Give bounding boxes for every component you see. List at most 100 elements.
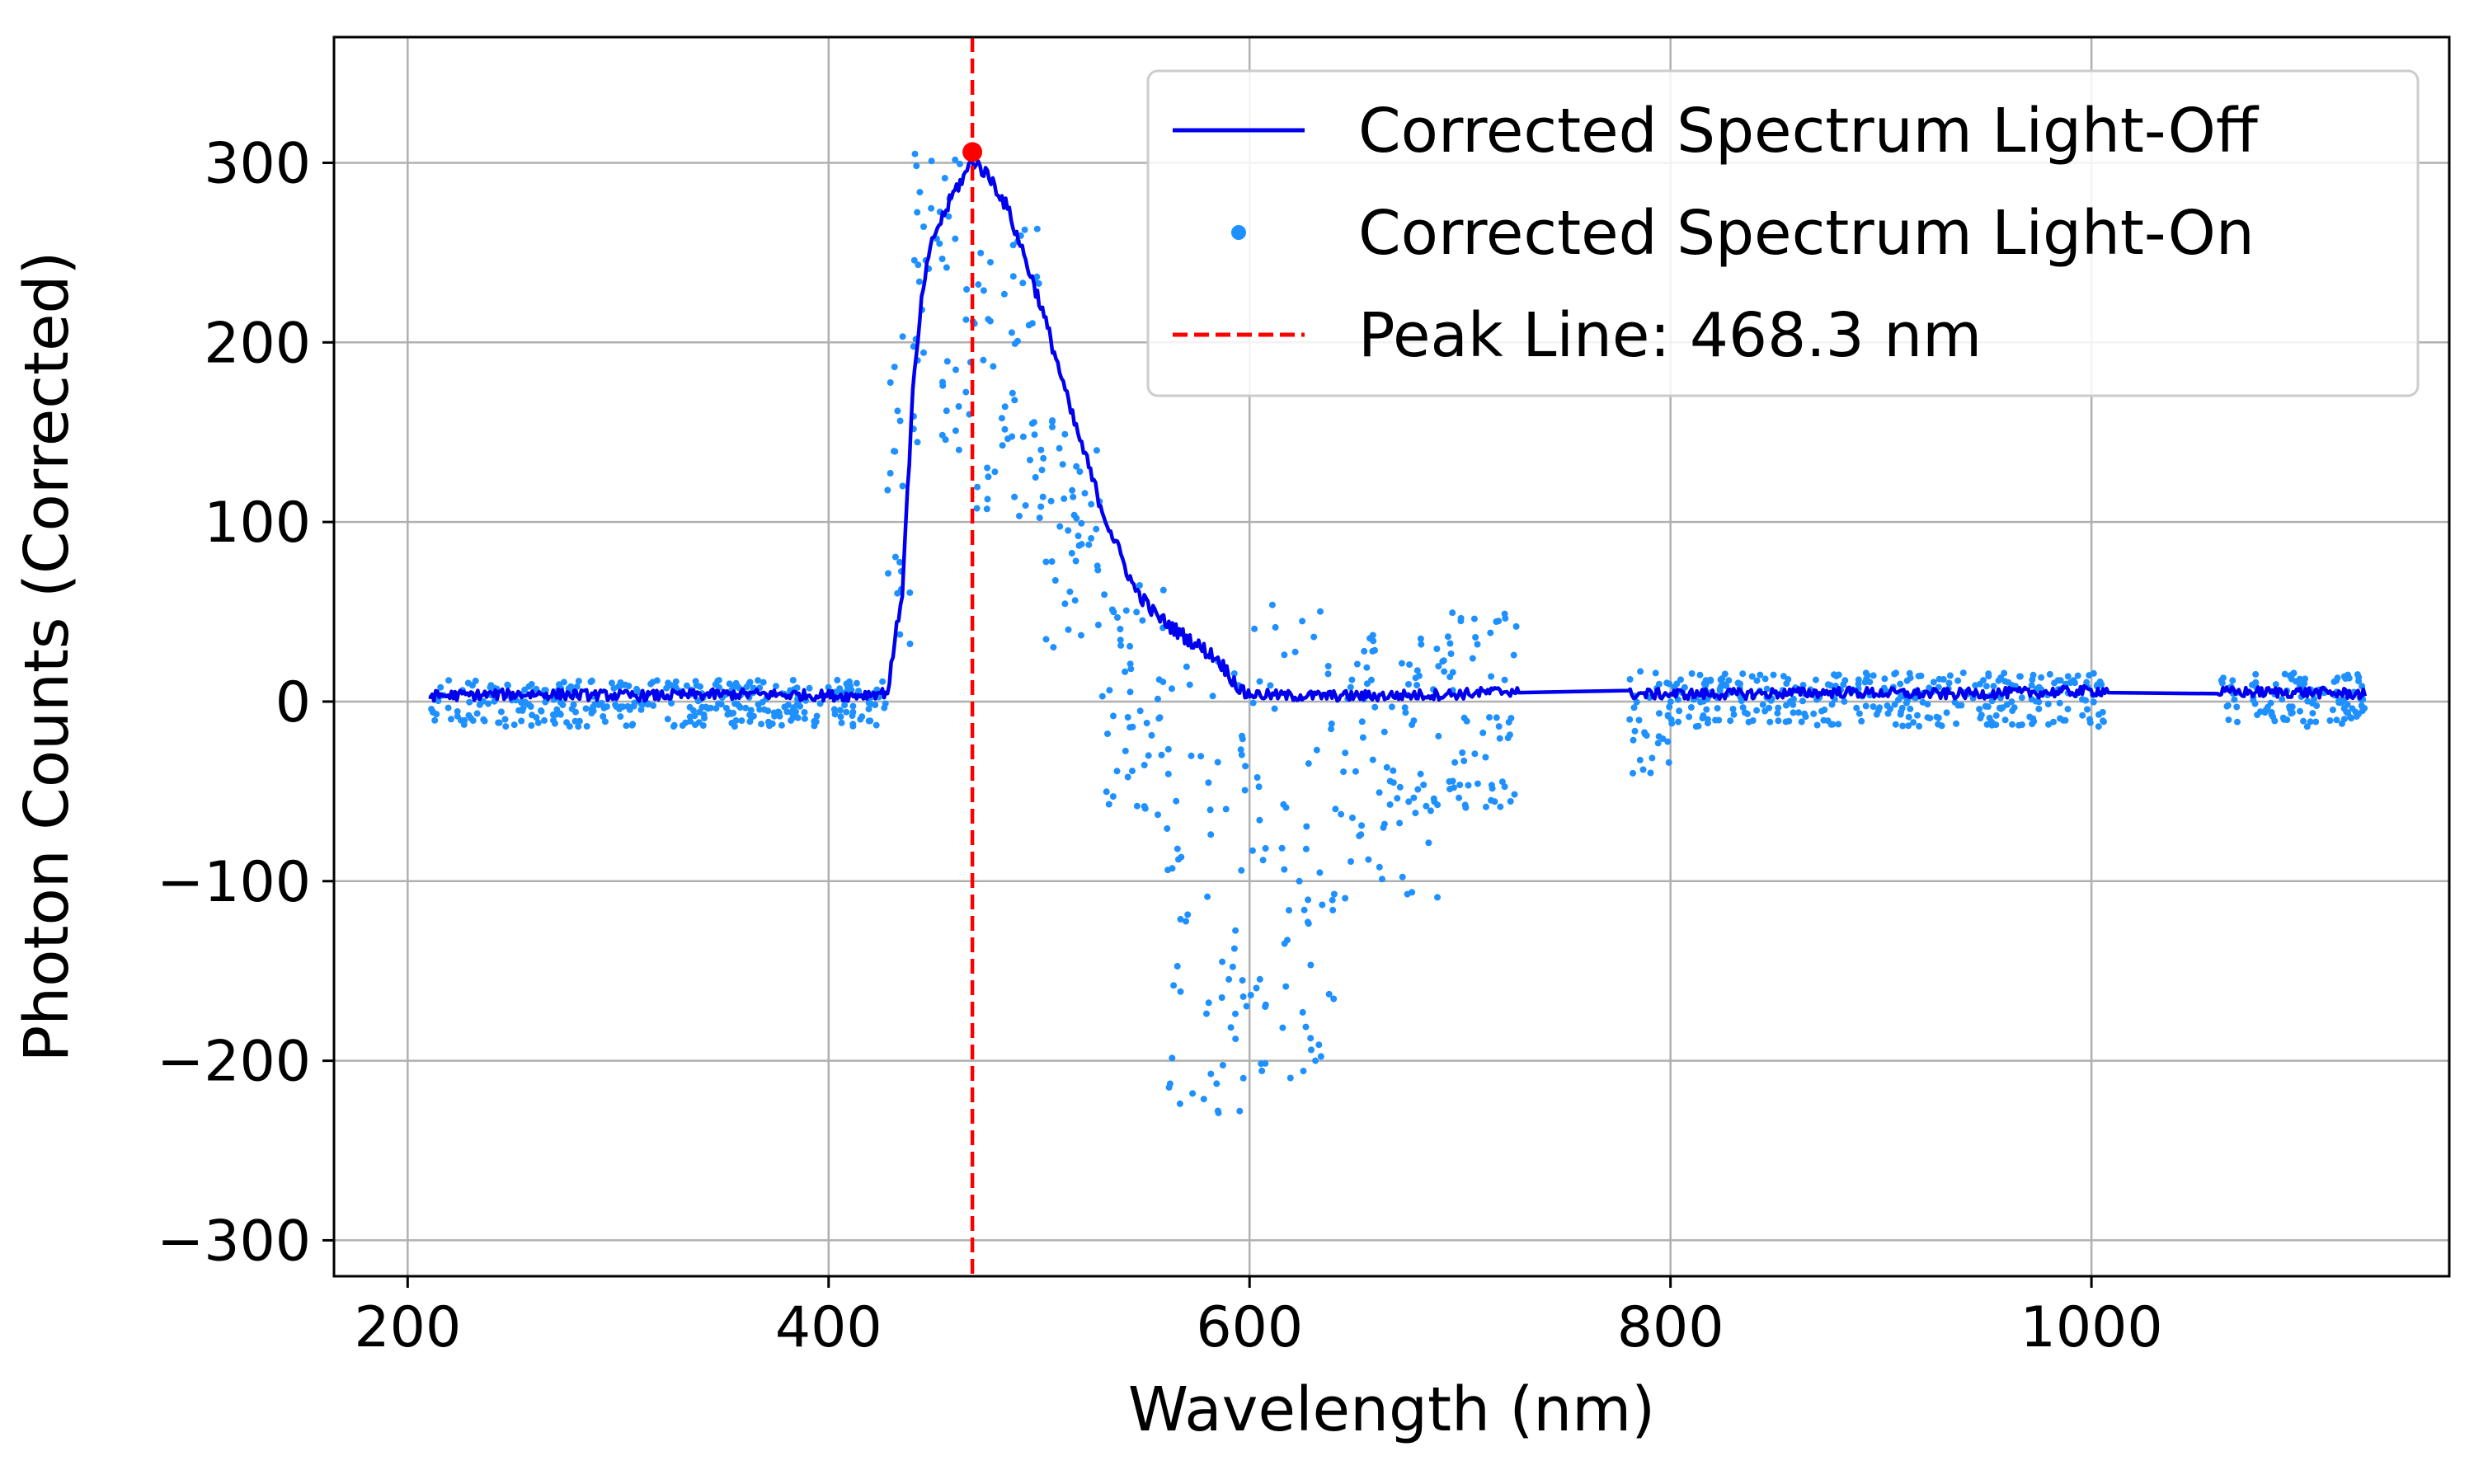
scatter-point bbox=[865, 717, 872, 725]
scatter-point bbox=[556, 681, 562, 688]
scatter-point bbox=[588, 710, 595, 716]
scatter-point bbox=[557, 711, 564, 718]
scatter-point bbox=[1230, 945, 1238, 952]
scatter-point bbox=[1282, 983, 1290, 990]
scatter-point bbox=[1413, 682, 1421, 688]
scatter-point bbox=[2220, 674, 2227, 682]
scatter-point bbox=[2233, 703, 2241, 711]
scatter-point bbox=[1766, 718, 1774, 726]
scatter-point bbox=[1070, 511, 1078, 519]
scatter-point bbox=[746, 679, 754, 686]
scatter-point bbox=[952, 235, 959, 242]
scatter-point bbox=[891, 364, 898, 371]
scatter-point bbox=[1801, 710, 1808, 717]
scatter-point bbox=[788, 716, 795, 724]
scatter-point bbox=[2358, 702, 2365, 709]
scatter-point bbox=[1177, 916, 1184, 923]
scatter-point bbox=[468, 715, 474, 722]
scatter-point bbox=[1200, 1096, 1207, 1103]
scatter-point bbox=[1881, 675, 1888, 683]
scatter-point bbox=[879, 678, 887, 685]
scatter-point bbox=[1652, 669, 1659, 677]
scatter-point bbox=[1325, 990, 1333, 998]
scatter-point bbox=[1696, 671, 1704, 679]
scatter-point bbox=[1369, 632, 1376, 639]
scatter-point bbox=[448, 716, 454, 723]
scatter-point bbox=[991, 468, 999, 476]
scatter-point bbox=[2056, 699, 2063, 707]
scatter-point bbox=[1358, 822, 1366, 829]
scatter-point bbox=[1488, 796, 1495, 804]
scatter-point bbox=[1905, 713, 1912, 721]
scatter-point bbox=[1076, 468, 1084, 476]
scatter-point bbox=[1088, 500, 1095, 508]
scatter-point bbox=[2225, 716, 2232, 724]
scatter-point bbox=[1031, 431, 1038, 439]
scatter-point bbox=[1487, 629, 1494, 636]
scatter-point bbox=[1631, 727, 1639, 735]
scatter-point bbox=[1143, 720, 1150, 726]
scatter-point bbox=[1383, 763, 1390, 771]
scatter-point bbox=[570, 701, 577, 708]
scatter-point bbox=[1907, 674, 1914, 682]
scatter-point bbox=[1319, 901, 1326, 909]
scatter-point bbox=[1174, 963, 1181, 970]
scatter-point bbox=[1009, 389, 1016, 397]
scatter-point bbox=[1799, 697, 1806, 705]
scatter-point bbox=[664, 716, 671, 723]
scatter-point bbox=[1363, 680, 1371, 688]
scatter-point bbox=[1945, 679, 1953, 687]
scatter-point bbox=[1213, 1080, 1221, 1087]
scatter-point bbox=[1184, 911, 1192, 918]
scatter-point bbox=[830, 706, 838, 713]
scatter-point bbox=[1239, 1074, 1247, 1082]
scatter-point bbox=[1313, 746, 1320, 754]
scatter-point bbox=[1394, 795, 1401, 802]
scatter-point bbox=[1183, 918, 1189, 925]
y-tick-label: 300 bbox=[204, 131, 311, 196]
scatter-point bbox=[2060, 716, 2067, 724]
scatter-point bbox=[758, 721, 765, 728]
scatter-point bbox=[974, 483, 981, 491]
scatter-point bbox=[1307, 961, 1315, 969]
scatter-point bbox=[896, 631, 904, 638]
scatter-point bbox=[872, 721, 880, 729]
scatter-point bbox=[1170, 982, 1178, 989]
scatter-point bbox=[1205, 779, 1212, 787]
scatter-point bbox=[743, 683, 750, 691]
scatter-point bbox=[1435, 732, 1442, 740]
scatter-point bbox=[1126, 660, 1134, 668]
scatter-point bbox=[1413, 667, 1421, 674]
scatter-point bbox=[1456, 794, 1463, 801]
scatter-point bbox=[1009, 433, 1016, 440]
scatter-point bbox=[2272, 681, 2279, 688]
scatter-point bbox=[881, 704, 888, 711]
scatter-point bbox=[1071, 597, 1079, 604]
scatter-point bbox=[1449, 669, 1456, 676]
scatter-point bbox=[1315, 1041, 1323, 1049]
scatter-point bbox=[975, 281, 982, 289]
scatter-point bbox=[2009, 707, 2016, 715]
scatter-point bbox=[587, 679, 595, 685]
scatter-point bbox=[1858, 717, 1865, 725]
scatter-point bbox=[583, 723, 590, 730]
scatter-point bbox=[769, 720, 776, 727]
scatter-point bbox=[1008, 329, 1015, 336]
scatter-point bbox=[2355, 674, 2363, 681]
scatter-point bbox=[1795, 709, 1802, 716]
scatter-point bbox=[1133, 802, 1141, 810]
scatter-point bbox=[1308, 1046, 1315, 1054]
scatter-point bbox=[650, 702, 657, 709]
scatter-point bbox=[2074, 672, 2081, 679]
scatter-point bbox=[1730, 711, 1738, 718]
scatter-point bbox=[1324, 663, 1332, 669]
scatter-point bbox=[1122, 607, 1130, 614]
scatter-point bbox=[1398, 660, 1405, 667]
scatter-point bbox=[1630, 736, 1637, 744]
scatter-point bbox=[1416, 672, 1423, 679]
scatter-point bbox=[1406, 661, 1413, 669]
scatter-point bbox=[1022, 502, 1029, 510]
scatter-point bbox=[1856, 710, 1863, 717]
scatter-point bbox=[1446, 640, 1454, 647]
scatter-point bbox=[1433, 646, 1441, 652]
